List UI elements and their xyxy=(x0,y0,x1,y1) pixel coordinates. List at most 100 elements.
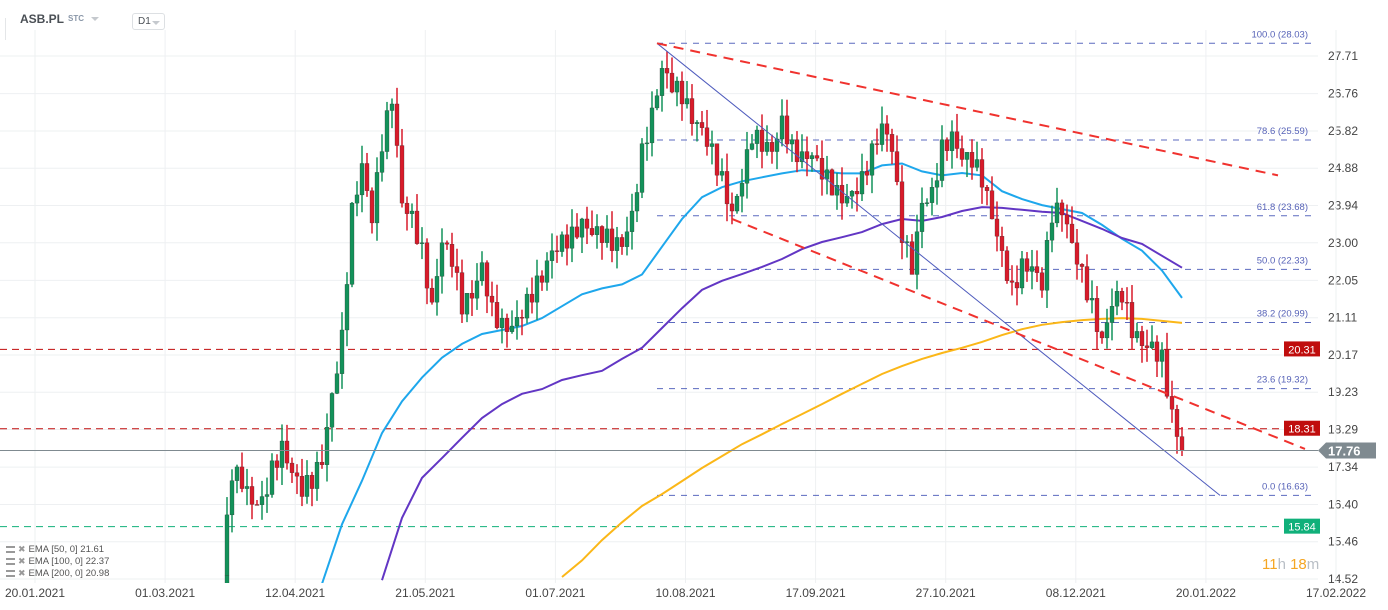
candle xyxy=(404,202,410,214)
timeframe-value: D1 xyxy=(138,16,151,27)
candle xyxy=(919,202,925,232)
candle xyxy=(434,276,440,303)
candle xyxy=(669,72,675,93)
candle xyxy=(384,110,390,152)
candle xyxy=(649,107,655,144)
symbol-label[interactable]: ASB.PL xyxy=(20,12,65,26)
candle xyxy=(394,103,400,146)
last-price-tag xyxy=(1318,442,1376,459)
candle xyxy=(1054,202,1060,224)
candle xyxy=(524,293,530,319)
divider xyxy=(5,18,6,40)
candle xyxy=(709,143,715,147)
candle xyxy=(589,228,595,235)
y-tick-label: 26.76 xyxy=(1328,87,1358,101)
candle xyxy=(619,237,625,247)
candle xyxy=(579,218,585,238)
candle xyxy=(1144,345,1150,348)
candle xyxy=(539,275,545,283)
candle xyxy=(1154,341,1160,362)
candle xyxy=(324,427,330,465)
candle xyxy=(554,250,560,252)
y-tick-label: 18.29 xyxy=(1328,423,1358,437)
candle xyxy=(964,152,970,160)
candle xyxy=(979,159,985,188)
candle xyxy=(1029,266,1035,272)
y-tick-label: 21.11 xyxy=(1328,311,1357,325)
candle xyxy=(729,203,735,212)
candle xyxy=(464,293,470,315)
candle xyxy=(994,218,1000,237)
close-icon[interactable]: ✖ xyxy=(18,544,26,554)
candle xyxy=(889,134,895,152)
candle xyxy=(754,129,760,144)
candle xyxy=(1074,242,1080,265)
candle xyxy=(874,143,880,145)
candle xyxy=(944,139,950,151)
settings-icon[interactable] xyxy=(6,557,15,565)
close-icon[interactable]: ✖ xyxy=(18,556,26,566)
settings-icon[interactable] xyxy=(6,569,15,577)
candle xyxy=(304,475,310,497)
candle xyxy=(414,210,420,244)
candle xyxy=(254,504,260,506)
fibonacci-label: 78.6 (25.59) xyxy=(1257,126,1308,137)
candle xyxy=(514,317,520,327)
indicator-legend: ✖ EMA [50, 0] 21.61 ✖ EMA [100, 0] 22.37 ✖… xyxy=(6,543,109,579)
candle xyxy=(884,123,890,135)
candle xyxy=(1064,214,1070,225)
x-tick-label: 12.04.2021 xyxy=(265,586,325,600)
y-tick-label: 19.23 xyxy=(1328,385,1358,399)
candle xyxy=(639,143,645,193)
candle xyxy=(359,163,365,196)
candle xyxy=(694,122,700,124)
level-tag xyxy=(1284,420,1320,436)
candle xyxy=(929,187,935,203)
y-tick-label: 25.82 xyxy=(1328,124,1358,138)
fibonacci-label: 50.0 (22.33) xyxy=(1257,255,1308,266)
candle xyxy=(354,194,360,204)
candle xyxy=(774,138,780,152)
market-label[interactable]: STC xyxy=(68,14,84,23)
candle xyxy=(899,181,905,243)
candle xyxy=(424,242,430,289)
candle xyxy=(509,325,515,332)
y-tick-label: 17.34 xyxy=(1328,460,1358,474)
candle xyxy=(1004,250,1010,281)
legend-label: EMA [200, 0] 20.98 xyxy=(28,568,110,579)
candle xyxy=(344,284,350,331)
candle xyxy=(379,151,385,173)
candle xyxy=(714,143,720,176)
timer-minutes-unit: m xyxy=(1306,556,1320,573)
candle xyxy=(734,196,740,212)
candle xyxy=(1024,258,1030,272)
timeframe-select[interactable]: D1 xyxy=(132,13,165,30)
ema-line xyxy=(561,317,1183,578)
candle xyxy=(744,149,750,184)
x-tick-label: 01.07.2021 xyxy=(525,586,585,600)
candle xyxy=(934,180,940,188)
candle xyxy=(684,98,690,105)
market-dropdown-icon[interactable] xyxy=(91,17,99,21)
candle xyxy=(444,242,450,245)
settings-icon[interactable] xyxy=(6,545,15,553)
candle xyxy=(364,163,370,191)
candle xyxy=(584,218,590,229)
candle xyxy=(814,155,820,159)
legend-ema200[interactable]: ✖ EMA [200, 0] 20.98 xyxy=(6,567,109,579)
legend-ema50[interactable]: ✖ EMA [50, 0] 21.61 xyxy=(6,543,109,555)
candle xyxy=(594,226,600,235)
candle xyxy=(654,95,660,109)
candle xyxy=(1059,202,1065,216)
candle xyxy=(789,139,795,145)
x-tick-label: 10.08.2021 xyxy=(655,586,715,600)
legend-ema100[interactable]: ✖ EMA [100, 0] 22.37 xyxy=(6,555,109,567)
candle xyxy=(869,143,875,176)
x-tick-label: 20.01.2021 xyxy=(5,586,65,600)
close-icon[interactable]: ✖ xyxy=(18,568,26,578)
candle xyxy=(634,192,640,212)
candle xyxy=(1169,396,1175,410)
candle xyxy=(959,148,965,160)
candle xyxy=(319,461,325,465)
